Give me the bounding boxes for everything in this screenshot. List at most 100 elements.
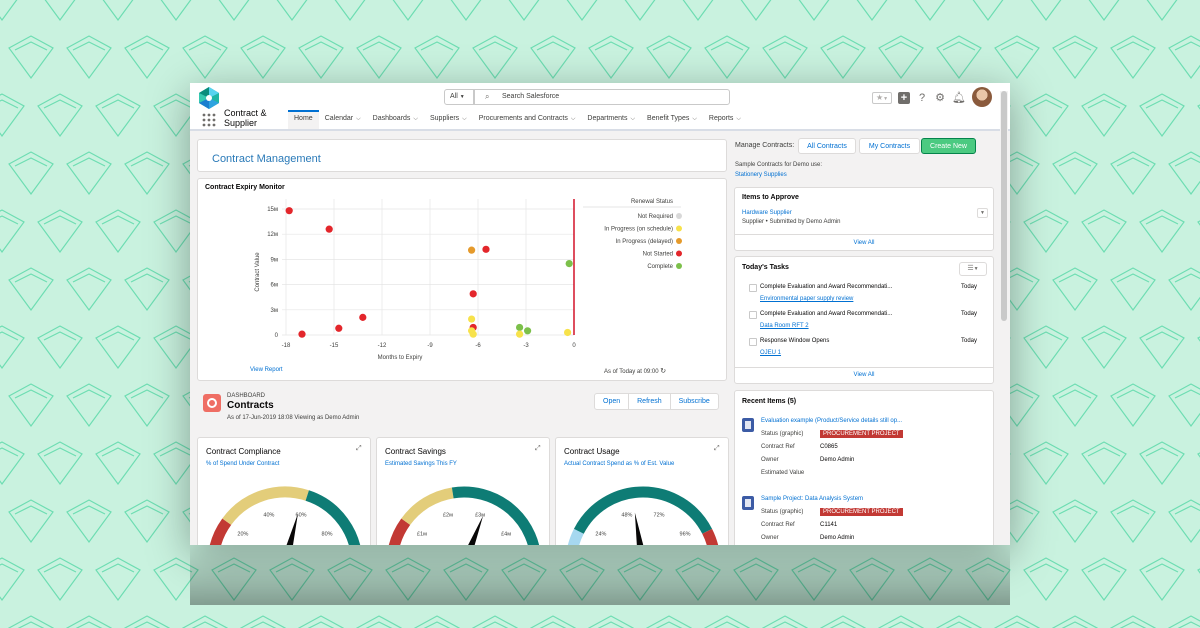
chevron-down-icon[interactable]: ⌵ [413,116,418,122]
create-new-button[interactable]: Create New [921,138,976,154]
global-actions-plus-icon[interactable]: + [898,92,910,104]
task-title[interactable]: Complete Evaluation and Award Recommenda… [760,284,893,290]
chevron-down-icon: ▼ [459,94,465,100]
gauge-tick-label: 40% [263,513,274,519]
data-point[interactable] [482,245,490,253]
data-point[interactable] [298,330,306,338]
x-tick-label: -12 [378,343,387,349]
data-point[interactable] [516,330,524,338]
nav-item-dashboards[interactable]: Dashboards ⌵ [367,110,424,129]
data-point[interactable] [469,330,477,338]
row-actions-chevron-icon[interactable]: ▼ [977,208,988,218]
nav-item-departments[interactable]: Departments ⌵ [581,110,641,129]
chevron-down-icon[interactable]: ⌵ [692,116,697,122]
data-point[interactable] [565,260,573,268]
approve-view-all-link[interactable]: View All [853,240,875,246]
all-contracts-button[interactable]: All Contracts [798,138,856,154]
legend-label: In Progress (on schedule) [604,227,673,233]
chevron-down-icon[interactable]: ⌵ [356,116,361,122]
gauge-needle [634,512,644,545]
nav-item-procurements-and-contracts[interactable]: Procurements and Contracts ⌵ [473,110,582,129]
gauge-tick-label: £3м [475,513,485,519]
data-point[interactable] [524,327,532,335]
view-report-link[interactable]: View Report [250,367,283,373]
chevron-down-icon[interactable]: ⌵ [462,116,467,122]
approval-item-link[interactable]: Hardware Supplier [742,210,792,216]
setup-gear-icon[interactable]: ⚙ [935,92,945,104]
approval-item-meta: Supplier • Submitted by Demo Admin [742,219,841,225]
expand-icon[interactable]: ⤢ [714,445,720,452]
tasks-view-all-link[interactable]: View All [853,372,875,378]
as-of-text: As of Today at 09:00 [604,369,659,375]
scrollbar-thumb[interactable] [1001,91,1007,321]
task-checkbox[interactable] [749,311,757,319]
navigation-bar: Home Calendar ⌵ Dashboards ⌵ Suppliers ⌵ Procur… [288,110,747,129]
task-related-link[interactable]: Environmental paper supply review [760,296,854,302]
notifications-bell-icon[interactable]: 🔔︎ [952,92,966,104]
y-tick-label: 12м [267,232,278,238]
legend-swatch [676,250,682,257]
sample-contract-link[interactable]: Stationery Supplies [735,172,787,178]
chevron-down-icon[interactable]: ⌵ [630,116,636,122]
nav-item-calendar[interactable]: Calendar ⌵ [319,110,367,129]
as-of-timestamp: As of Today at 09:00 ↻ [604,367,666,375]
task-title[interactable]: Response Window Opens [760,338,830,344]
data-point[interactable] [564,328,572,337]
gauge-band [401,487,454,526]
items-to-approve-card: Items to Approve Hardware Supplier Suppl… [734,187,994,251]
task-related-link[interactable]: Data Room RFT 2 [760,323,809,329]
field-label: Contract Ref [761,522,795,528]
gauge-tick-label: 48% [621,513,632,519]
data-point[interactable] [468,246,476,254]
recent-item-link[interactable]: Evaluation example (Product/Service deta… [761,418,903,424]
data-point[interactable] [325,225,333,233]
chevron-down-icon[interactable]: ⌵ [736,116,741,122]
gauge-card-savings: Contract Savings Estimated Savings This … [376,437,550,545]
field-value: C0865 [820,444,838,450]
recent-item-link[interactable]: Sample Project: Data Analysis System [761,496,864,502]
chevron-down-icon[interactable]: ⌵ [570,116,576,122]
refresh-dashboard-button[interactable]: Refresh [628,394,670,409]
data-point[interactable] [359,313,367,321]
nav-item-label: Benefit Types [647,115,690,122]
star-icon: ★ [875,93,884,102]
task-related-link[interactable]: OJEU 1 [760,350,782,356]
data-point[interactable] [516,323,524,332]
global-search-input[interactable]: ⌕ Search Salesforce [474,89,730,105]
sample-contracts-label: Sample Contracts for Demo use: [735,162,823,168]
y-tick-label: 6м [271,283,278,289]
gauge-needle [468,515,484,545]
subscribe-dashboard-button[interactable]: Subscribe [669,394,718,409]
legend-swatch [676,238,682,244]
favorites-button[interactable]: ★▼ [872,92,892,104]
help-icon[interactable]: ? [918,92,926,104]
dashboard-header: DASHBOARD Contracts As of 17-Jun-2019 18… [197,389,727,437]
task-filter-dropdown[interactable]: ☰▼ [959,262,987,276]
nav-item-suppliers[interactable]: Suppliers ⌵ [424,110,473,129]
recent-items-title: Recent Items (5) [742,398,797,405]
data-point[interactable] [468,315,476,323]
nav-item-benefit-types[interactable]: Benefit Types ⌵ [641,110,703,129]
data-point[interactable] [469,290,477,298]
page-scrollbar[interactable] [1000,91,1008,545]
task-checkbox[interactable] [749,284,757,292]
nav-item-home[interactable]: Home [288,110,319,129]
search-scope-select[interactable]: All ▼ [444,89,474,105]
open-dashboard-button[interactable]: Open [603,398,621,405]
expiry-scatter-chart: -18 -15 -12 -9 -6 -3 0 0 3м 6м 9м 12м 15м Months to E… [255,199,682,361]
data-point[interactable] [335,324,343,332]
app-name-line1: Contract & [224,108,267,118]
search-scope-label: All [450,93,458,100]
nav-item-reports[interactable]: Reports ⌵ [703,110,747,129]
refresh-icon[interactable]: ↻ [660,368,667,375]
app-launcher-grid-icon[interactable] [202,113,216,127]
expand-icon[interactable]: ⤢ [535,445,541,452]
task-checkbox[interactable] [749,338,757,346]
user-avatar[interactable] [972,87,992,107]
my-contracts-button[interactable]: My Contracts [859,138,920,154]
task-title[interactable]: Complete Evaluation and Award Recommenda… [760,311,893,317]
task-due: Today [961,311,978,317]
legend-label: Not Required [638,214,673,220]
expand-icon[interactable]: ⤢ [356,445,362,452]
data-point[interactable] [285,207,293,215]
